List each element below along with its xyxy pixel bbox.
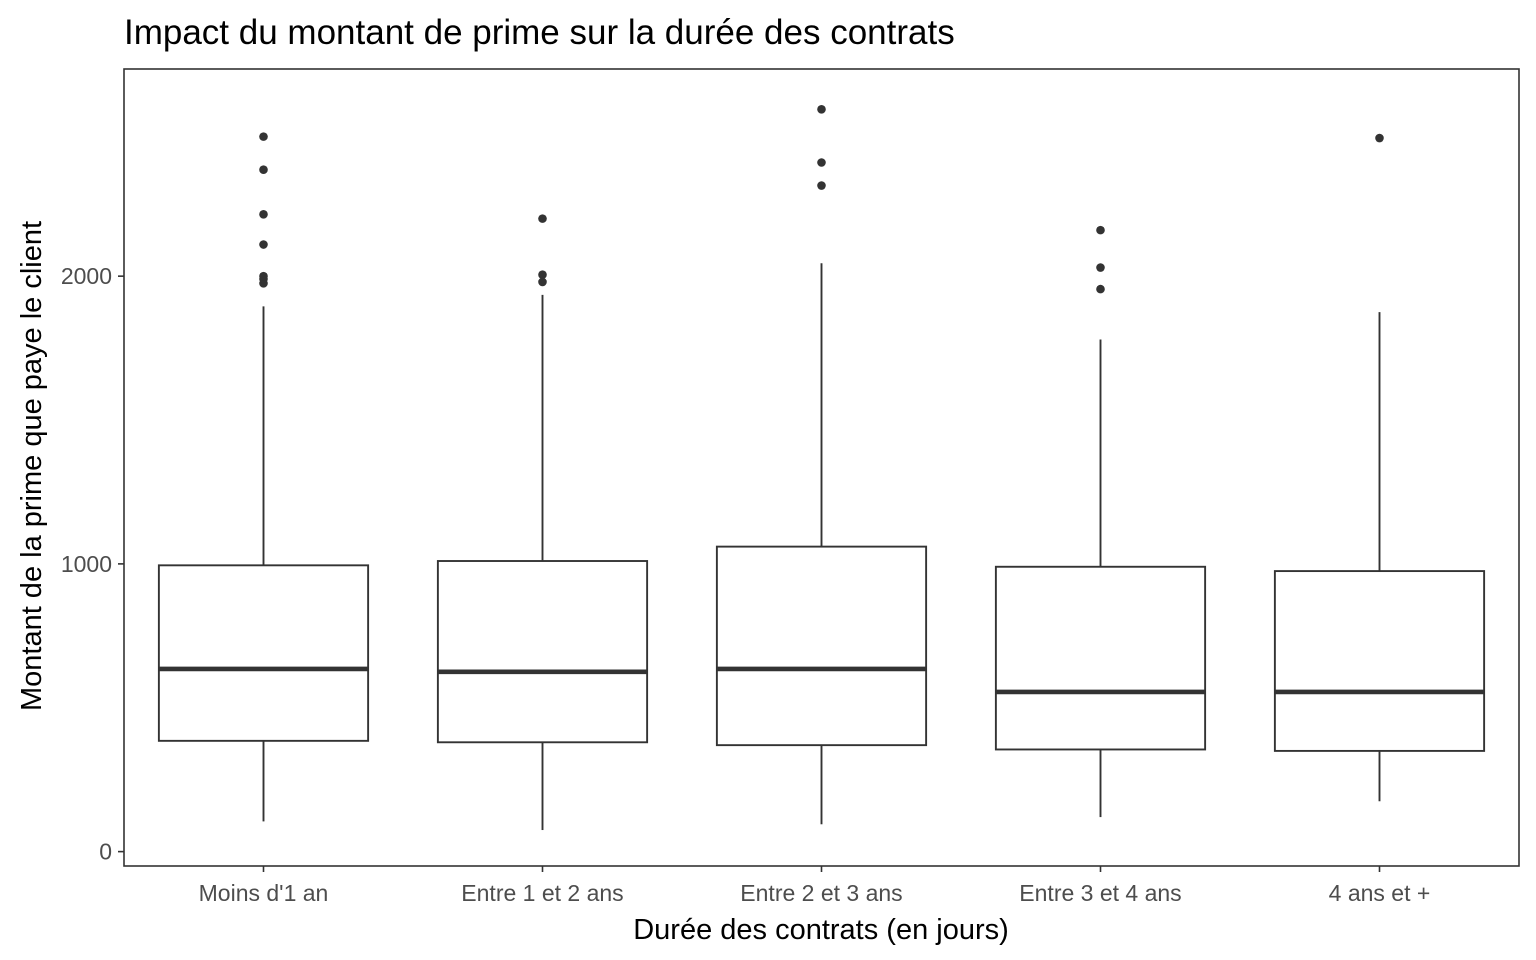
box-entre-1-et-2-ans	[436, 560, 649, 744]
outlier-point-entre-3-et-4-ans-1	[1096, 263, 1105, 272]
box-group-entre-2-et-3-ans	[715, 104, 928, 825]
box-4-ans-et	[1273, 570, 1486, 752]
x-tick-label-moins-d-1-an: Moins d'1 an	[199, 880, 329, 906]
x-axis: Moins d'1 an Entre 1 et 2 ans Entre 2 et 3…	[199, 866, 1431, 906]
y-tick-label-0: 0	[99, 839, 112, 865]
x-tick-label-4-ans-et: 4 ans et +	[1329, 880, 1431, 906]
outlier-point-moins-d-1-an-6	[259, 132, 268, 141]
outlier-point-4-ans-et-0	[1375, 133, 1384, 143]
x-tick-label-entre-1-et-2-ans: Entre 1 et 2 ans	[461, 880, 623, 906]
outlier-point-moins-d-1-an-5	[259, 165, 268, 175]
x-tick-label-entre-2-et-3-ans: Entre 2 et 3 ans	[740, 880, 902, 906]
box-entre-3-et-4-ans	[994, 565, 1207, 751]
box-group-4-ans-et	[1273, 133, 1486, 802]
box-group-moins-d-1-an	[157, 132, 370, 822]
outlier-point-entre-3-et-4-ans-2	[1096, 225, 1105, 235]
box-entre-2-et-3-ans	[715, 545, 928, 747]
y-tick-label-2000: 2000	[61, 263, 112, 289]
y-tick-label-1000: 1000	[61, 551, 112, 577]
outlier-point-moins-d-1-an-3	[259, 240, 268, 249]
outlier-point-moins-d-1-an-4	[259, 210, 268, 219]
y-axis-title: Montant de la prime que paye le client	[16, 221, 48, 711]
boxes-layer	[157, 104, 1486, 831]
y-axis: 0 1000 2000	[61, 263, 124, 865]
outlier-point-entre-1-et-2-ans-1	[538, 270, 547, 280]
box-group-entre-1-et-2-ans	[436, 214, 649, 831]
outlier-point-entre-2-et-3-ans-2	[817, 104, 826, 114]
outlier-point-entre-1-et-2-ans-2	[538, 214, 547, 223]
box-moins-d-1-an	[157, 564, 370, 742]
x-tick-label-entre-3-et-4-ans: Entre 3 et 4 ans	[1019, 880, 1181, 906]
box-group-entre-3-et-4-ans	[994, 225, 1207, 818]
outlier-point-entre-2-et-3-ans-0	[817, 181, 826, 190]
outlier-point-entre-1-et-2-ans-0	[538, 277, 547, 287]
chart-title: Impact du montant de prime sur la durée …	[124, 13, 955, 52]
x-axis-title: Durée des contrats (en jours)	[633, 914, 1009, 946]
outlier-point-entre-2-et-3-ans-1	[817, 158, 826, 167]
outlier-point-entre-3-et-4-ans-0	[1096, 284, 1105, 294]
outlier-point-moins-d-1-an-2	[259, 271, 268, 281]
